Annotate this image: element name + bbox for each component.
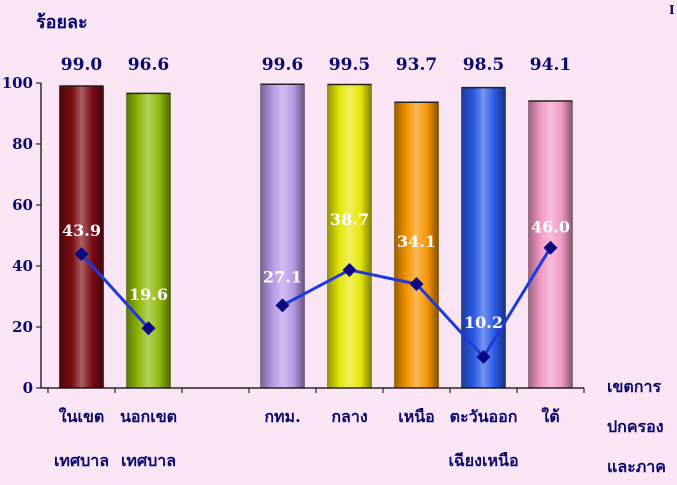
y-tick-label: 40 (12, 257, 33, 275)
line-marker (74, 247, 89, 262)
x-tick-label: กลาง (331, 407, 367, 426)
bar-value-label: 96.6 (128, 55, 169, 75)
line-series (80, 253, 150, 330)
y-axis-title: ร้อยละ (36, 12, 88, 33)
y-tick-label: 80 (12, 135, 33, 153)
y-tick-label: 20 (12, 318, 33, 336)
line-marker (342, 262, 357, 277)
bar (126, 93, 171, 389)
line-value-label: 46.0 (531, 218, 570, 237)
bar-value-label: 94.1 (530, 55, 571, 75)
y-tick-label: 0 (23, 379, 33, 397)
line-marker (476, 349, 491, 364)
line-value-label: 34.1 (397, 232, 436, 251)
bar (461, 87, 506, 389)
bar-value-label: 99.5 (329, 55, 370, 75)
bar-value-label: 93.7 (396, 55, 437, 75)
line-value-label: 43.9 (62, 221, 101, 240)
bar (59, 85, 104, 389)
x-tick-label: เหนือ (398, 407, 435, 426)
x-tick-label: กทม. (264, 407, 300, 426)
line-marker (275, 298, 290, 313)
bar-value-label: 99.6 (262, 55, 303, 75)
x-axis-title: เขตการ (607, 377, 661, 396)
line-marker (409, 276, 424, 291)
x-axis-title: ปกครอง (607, 417, 664, 436)
line-marker (141, 321, 156, 336)
x-tick-label: เฉียงเหนือ (448, 451, 518, 470)
line-value-label: 19.6 (129, 285, 168, 304)
line-value-label: 38.7 (330, 210, 369, 229)
x-tick-label: นอกเขต (120, 407, 177, 426)
x-tick-label: เทศบาล (121, 451, 176, 470)
y-tick-label: 60 (12, 196, 33, 214)
x-tick-label: ตะวันออก (450, 407, 518, 426)
line-value-label: 27.1 (263, 267, 302, 286)
corner-mark: I (669, 3, 675, 17)
x-axis-title: และภาค (607, 457, 666, 476)
line-marker (543, 240, 558, 255)
x-tick-label: ใต้ (541, 407, 559, 426)
x-tick-label: ในเขต (59, 407, 105, 426)
bar-value-label: 98.5 (463, 55, 504, 75)
bar-value-label: 99.0 (61, 55, 103, 75)
bar (327, 84, 372, 389)
x-tick-label: เทศบาล (54, 451, 109, 470)
line-value-label: 10.2 (464, 313, 503, 332)
bar (260, 83, 305, 389)
y-tick-label: 100 (2, 74, 33, 92)
